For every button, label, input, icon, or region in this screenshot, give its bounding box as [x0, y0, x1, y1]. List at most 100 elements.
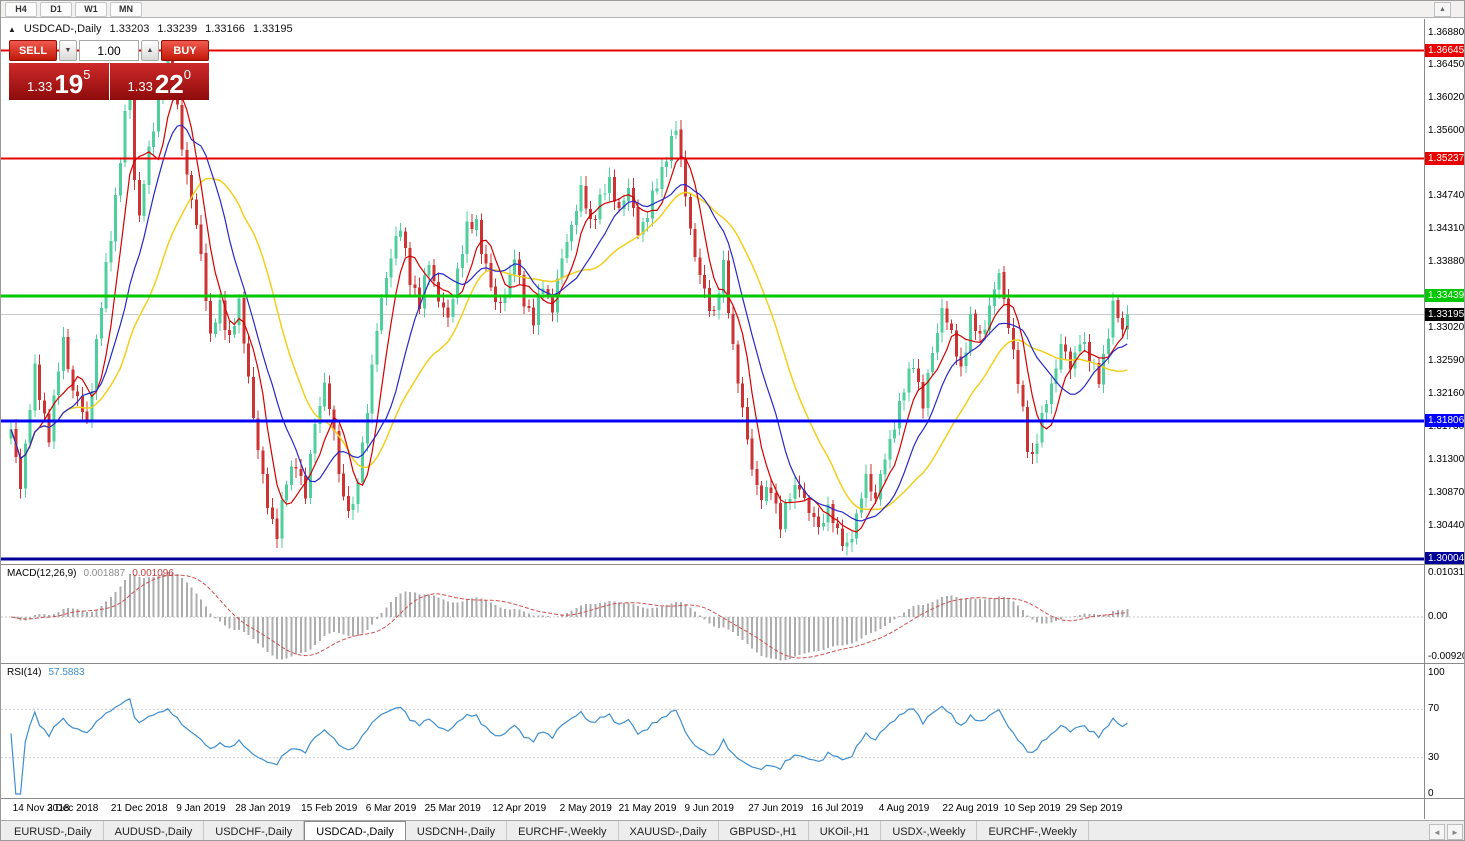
- sell-button[interactable]: SELL: [9, 40, 57, 61]
- axis-tick: 1.36020: [1428, 92, 1465, 104]
- buy-price-base: 1.33: [127, 79, 153, 94]
- date-label: 16 Jul 2019: [811, 803, 864, 814]
- axis-tick: 100: [1428, 667, 1445, 678]
- axis-tick: 0.00: [1428, 610, 1448, 622]
- axis-tick: 1.36450: [1428, 59, 1465, 71]
- chevron-left-icon: ◄: [1433, 827, 1441, 837]
- price-line-label: 1.33439: [1425, 289, 1464, 303]
- timeframe-toolbar: H4 D1 W1 MN ▲: [1, 1, 1464, 18]
- one-click-trading-panel: SELL ▼ ▲ BUY 1.33 19 5 1.33 22: [9, 40, 209, 100]
- chart-tab-ukoil-h1[interactable]: UKOil-,H1: [809, 821, 882, 840]
- axis-tick: 1.34740: [1428, 190, 1465, 202]
- axis-tick: 1.30440: [1428, 519, 1465, 531]
- quote-line: ▲ USDCAD-,Daily 1.33203 1.33239 1.33166 …: [8, 22, 293, 36]
- sell-price-display[interactable]: 1.33 19 5: [9, 63, 109, 100]
- buy-price-display[interactable]: 1.33 22 0: [109, 63, 209, 100]
- pane-separator: [1, 798, 1464, 799]
- chart-tab-eurchf-weekly[interactable]: EURCHF-,Weekly: [507, 821, 619, 840]
- chart-tabs-list: EURUSD-,Daily AUDUSD-,Daily USDCHF-,Daily U…: [1, 821, 1464, 840]
- axis-tick: 1.34310: [1428, 223, 1465, 235]
- pane-separator[interactable]: [1, 564, 1464, 565]
- axis-tick: 1.31300: [1428, 453, 1465, 465]
- volume-input[interactable]: [79, 40, 139, 61]
- buy-price-pips: 22: [154, 69, 184, 99]
- timeframe-d1-button[interactable]: D1: [40, 1, 72, 17]
- macd-pane-label: MACD(12,26,9) 0.001887 0.001096: [7, 568, 174, 579]
- date-label: 21 Dec 2018: [110, 803, 168, 814]
- chart-tab-usdcad-daily[interactable]: USDCAD-,Daily: [304, 821, 406, 840]
- timeframe-h4-button[interactable]: H4: [5, 1, 37, 17]
- tabs-scroll-left-button[interactable]: ◄: [1429, 824, 1445, 840]
- date-label: 3 Dec 2018: [47, 803, 99, 814]
- chevron-up-icon: ▲: [1439, 6, 1446, 13]
- rsi-value: 57.5883: [48, 667, 85, 678]
- date-label: 12 Apr 2019: [492, 803, 547, 814]
- timeframe-mn-button[interactable]: MN: [110, 1, 142, 17]
- price-line-label: 1.36645: [1425, 44, 1464, 58]
- tabs-scroll-arrows: ◄ ►: [1429, 824, 1463, 840]
- volume-decrease-button[interactable]: ▼: [59, 40, 77, 61]
- date-label: 6 Mar 2019: [365, 803, 417, 814]
- chevron-right-icon: ►: [1451, 827, 1459, 837]
- pane-separator[interactable]: [1, 663, 1464, 664]
- date-label: 25 Mar 2019: [424, 803, 481, 814]
- chart-tab-audusd-daily[interactable]: AUDUSD-,Daily: [104, 821, 205, 840]
- axis-tick: -0.009203: [1428, 651, 1464, 662]
- macd-indicator-canvas[interactable]: [1, 565, 1424, 663]
- timeframe-w1-button[interactable]: W1: [75, 1, 107, 17]
- axis-tick: 1.32160: [1428, 387, 1465, 399]
- axis-tick: 1.33020: [1428, 322, 1465, 334]
- axis-tick: 1.35600: [1428, 124, 1465, 136]
- one-click-collapse-icon[interactable]: ▲: [8, 24, 16, 34]
- toolbar-scroll-up-button[interactable]: ▲: [1434, 2, 1451, 17]
- buy-button[interactable]: BUY: [161, 40, 209, 61]
- date-label: 28 Jan 2019: [235, 803, 291, 814]
- quote-low: 1.33166: [205, 23, 245, 35]
- date-label: 21 May 2019: [618, 803, 677, 814]
- macd-signal-value: 0.001096: [132, 568, 174, 579]
- axis-tick: 1.32590: [1428, 354, 1465, 366]
- axis-tick: 1.30870: [1428, 486, 1465, 498]
- buy-price-fraction: 0: [183, 67, 191, 82]
- current-price-label: 1.33195: [1425, 308, 1464, 322]
- date-label: 2 May 2019: [559, 803, 612, 814]
- chart-tab-eurchf-weekly[interactable]: EURCHF-,Weekly: [977, 821, 1089, 840]
- date-label: 14 Nov 2018: [12, 803, 70, 814]
- date-label: 4 Aug 2019: [878, 803, 930, 814]
- axis-tick: 1.36880: [1428, 26, 1465, 38]
- chart-tab-usdchf-daily[interactable]: USDCHF-,Daily: [204, 821, 305, 840]
- macd-name: MACD(12,26,9): [7, 568, 77, 579]
- date-label: 9 Jun 2019: [684, 803, 735, 814]
- time-axis: 14 Nov 2018 3 Dec 2018 21 Dec 2018 9 Jan 20…: [1, 799, 1424, 820]
- axis-tick: 70: [1428, 703, 1440, 715]
- date-label: 29 Sep 2019: [1065, 803, 1123, 814]
- price-line-label: 1.35237: [1425, 151, 1464, 165]
- chart-tab-gbpusd-h1[interactable]: GBPUSD-,H1: [719, 821, 809, 840]
- date-label: 22 Aug 2019: [942, 803, 999, 814]
- quote-high: 1.33239: [157, 23, 198, 35]
- axis-tick: 1.33880: [1428, 256, 1465, 268]
- rsi-indicator-canvas[interactable]: [1, 664, 1424, 798]
- sell-price-pips: 19: [54, 69, 84, 99]
- chart-tab-eurusd-daily[interactable]: EURUSD-,Daily: [3, 821, 104, 840]
- chart-tab-usdcnh-daily[interactable]: USDCNH-,Daily: [406, 821, 508, 840]
- quote-open: 1.33203: [109, 23, 150, 35]
- chart-tab-usdx-weekly[interactable]: USDX-,Weekly: [881, 821, 978, 840]
- chevron-up-icon: ▲: [146, 47, 154, 54]
- axis-tick: 0: [1428, 788, 1434, 799]
- axis-tick: 0.010311: [1428, 567, 1465, 578]
- tabs-scroll-right-button[interactable]: ►: [1447, 824, 1463, 840]
- macd-main-value: 0.001887: [83, 568, 126, 579]
- volume-increase-button[interactable]: ▲: [141, 40, 159, 61]
- quote-symbol: USDCAD-,Daily: [23, 23, 102, 35]
- date-label: 9 Jan 2019: [176, 803, 226, 814]
- rsi-name: RSI(14): [7, 667, 42, 678]
- price-line-label: 1.31806: [1425, 414, 1464, 428]
- price-axis: 1.368801.364501.360201.356001.351701.347…: [1424, 19, 1465, 819]
- sell-price-fraction: 5: [83, 67, 91, 82]
- price-chart-canvas[interactable]: [1, 19, 1424, 564]
- chart-tab-xauusd-daily[interactable]: XAUUSD-,Daily: [619, 821, 719, 840]
- quote-close: 1.33195: [252, 23, 293, 35]
- rsi-pane-label: RSI(14) 57.5883: [7, 667, 85, 678]
